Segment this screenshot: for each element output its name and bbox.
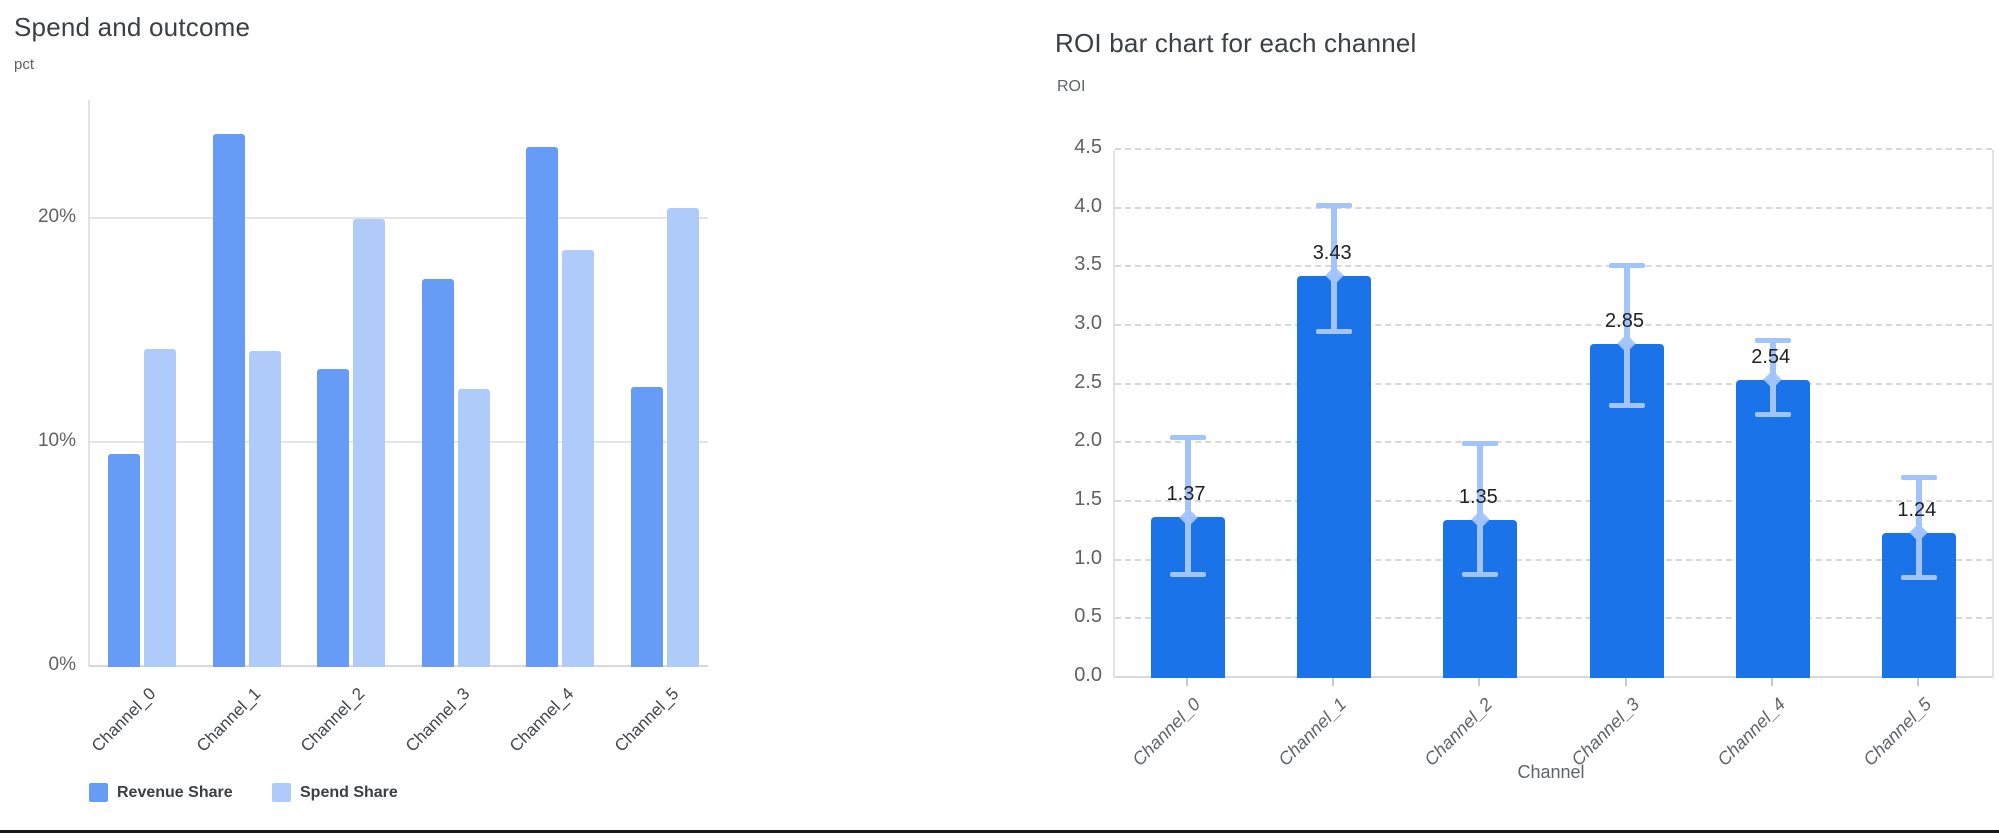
bar-revenue-share-channel_0[interactable] xyxy=(108,454,140,667)
bar-value-label: 1.37 xyxy=(1166,483,1206,506)
gridline-2.0 xyxy=(1115,441,1992,444)
roi-plot-area xyxy=(1113,148,1994,678)
error-bar-bottom-cap xyxy=(1316,328,1353,334)
x-axis-tick-mark xyxy=(1332,678,1335,686)
x-axis-tick-label: Channel_1 xyxy=(192,684,264,756)
bar-roi-channel_1[interactable] xyxy=(1297,275,1372,678)
error-bar-top-cap xyxy=(1900,475,1937,481)
error-bar-bottom-cap xyxy=(1900,575,1937,581)
x-axis-tick-label: Channel_3 xyxy=(1566,694,1643,770)
y-axis-tick-label: 10% xyxy=(37,430,76,451)
legend-label-spend-share[interactable]: Spend Share xyxy=(300,784,398,801)
bar-spend-share-channel_4[interactable] xyxy=(562,250,594,667)
x-axis-tick-label: Channel_0 xyxy=(1128,694,1205,770)
error-bar-top-cap xyxy=(1316,203,1353,209)
x-axis-tick-label: Channel_5 xyxy=(1859,694,1935,770)
bar-spend-share-channel_3[interactable] xyxy=(457,389,490,667)
gridline-0% xyxy=(88,665,708,667)
x-axis-tick-label: Channel_4 xyxy=(1713,694,1789,770)
x-axis-tick-mark xyxy=(1916,678,1919,686)
y-axis-tick-label: 0% xyxy=(48,654,76,675)
bar-spend-share-channel_5[interactable] xyxy=(666,207,699,667)
x-axis-tick-label: Channel_1 xyxy=(1274,694,1351,770)
y-axis-tick-label: 2.0 xyxy=(1074,429,1102,452)
bar-value-label: 1.35 xyxy=(1458,485,1498,508)
spend-outcome-y-unit-label: pct xyxy=(14,56,35,73)
y-axis-tick-label: 0.0 xyxy=(1074,664,1102,686)
error-bar-top-cap xyxy=(1608,262,1645,268)
bar-revenue-share-channel_3[interactable] xyxy=(421,279,454,667)
bar-revenue-share-channel_2[interactable] xyxy=(317,369,349,667)
error-bar-top-cap xyxy=(1754,338,1791,344)
error-bar-top-cap xyxy=(1462,441,1499,447)
gridline-3.5 xyxy=(1115,265,1992,268)
legend-swatch-revenue-share[interactable] xyxy=(89,783,108,802)
gridline-3.0 xyxy=(1115,324,1992,326)
y-axis-tick-label: 1.5 xyxy=(1074,488,1102,510)
bar-spend-share-channel_2[interactable] xyxy=(353,219,385,667)
error-bar-bottom-cap xyxy=(1608,402,1645,408)
bar-value-label: 2.85 xyxy=(1605,309,1644,332)
x-axis-tick-label: Channel_5 xyxy=(610,684,682,756)
error-bar-bottom-cap xyxy=(1170,571,1206,577)
gridline-20% xyxy=(88,217,708,219)
x-axis-tick-mark xyxy=(1478,678,1481,686)
x-axis-tick-label: Channel_2 xyxy=(1420,694,1497,770)
x-axis-tick-mark xyxy=(1624,678,1627,686)
y-axis-tick-label: 0.5 xyxy=(1074,605,1102,628)
error-bar-bottom-cap xyxy=(1754,412,1791,417)
y-axis-tick-label: 3.5 xyxy=(1074,253,1102,276)
gridline-1.0 xyxy=(1115,558,1992,561)
bar-value-label: 2.54 xyxy=(1751,345,1791,368)
x-axis-tick-label: Channel_2 xyxy=(296,684,369,756)
legend-label-revenue-share[interactable]: Revenue Share xyxy=(117,784,233,801)
error-bar-channel_2 xyxy=(1477,443,1484,574)
x-axis-tick-mark xyxy=(1770,678,1773,686)
gridline-2.5 xyxy=(1115,382,1992,385)
y-axis-tick-label: 20% xyxy=(37,206,76,227)
y-axis-tick-label: 4.0 xyxy=(1074,194,1102,217)
x-axis-tick-label: Channel_4 xyxy=(505,684,578,756)
gridline-4.5 xyxy=(1115,148,1992,151)
gridline-0.0 xyxy=(1115,676,1992,678)
x-axis-tick-label: Channel_0 xyxy=(87,684,160,756)
y-axis-tick-label: 2.5 xyxy=(1074,370,1102,393)
bar-value-label: 1.24 xyxy=(1897,498,1937,521)
error-bar-top-cap xyxy=(1170,435,1206,441)
spend-outcome-title: Spend and outcome xyxy=(14,12,251,42)
bar-spend-share-channel_0[interactable] xyxy=(144,348,176,667)
gridline-1.5 xyxy=(1115,500,1992,502)
gridline-4.0 xyxy=(1115,206,1992,209)
bar-revenue-share-channel_5[interactable] xyxy=(630,387,663,667)
roi-chart-title: ROI bar chart for each channel xyxy=(1055,28,1417,58)
x-axis-tick-mark xyxy=(1186,678,1188,686)
bar-spend-share-channel_1[interactable] xyxy=(248,351,281,667)
bar-revenue-share-channel_4[interactable] xyxy=(526,147,558,667)
error-bar-channel_0 xyxy=(1185,437,1191,574)
bar-revenue-share-channel_1[interactable] xyxy=(212,133,245,667)
y-axis-tick-label: 3.0 xyxy=(1074,312,1102,334)
bar-roi-channel_4[interactable] xyxy=(1735,379,1810,678)
bar-value-label: 3.43 xyxy=(1312,241,1352,264)
gridline-0.5 xyxy=(1115,617,1992,620)
error-bar-bottom-cap xyxy=(1462,571,1499,577)
legend-swatch-spend-share[interactable] xyxy=(272,783,291,802)
y-axis-tick-label: 1.0 xyxy=(1074,546,1102,569)
gridline-10% xyxy=(88,441,708,443)
spend-outcome-plot-area xyxy=(88,100,708,667)
bottom-divider-line xyxy=(0,830,1999,833)
roi-y-axis-label: ROI xyxy=(1057,78,1086,95)
roi-x-axis-title: Channel xyxy=(1517,762,1585,782)
x-axis-tick-label: Channel_3 xyxy=(401,684,473,756)
y-axis-line xyxy=(88,100,90,667)
y-axis-tick-label: 4.5 xyxy=(1074,136,1102,158)
